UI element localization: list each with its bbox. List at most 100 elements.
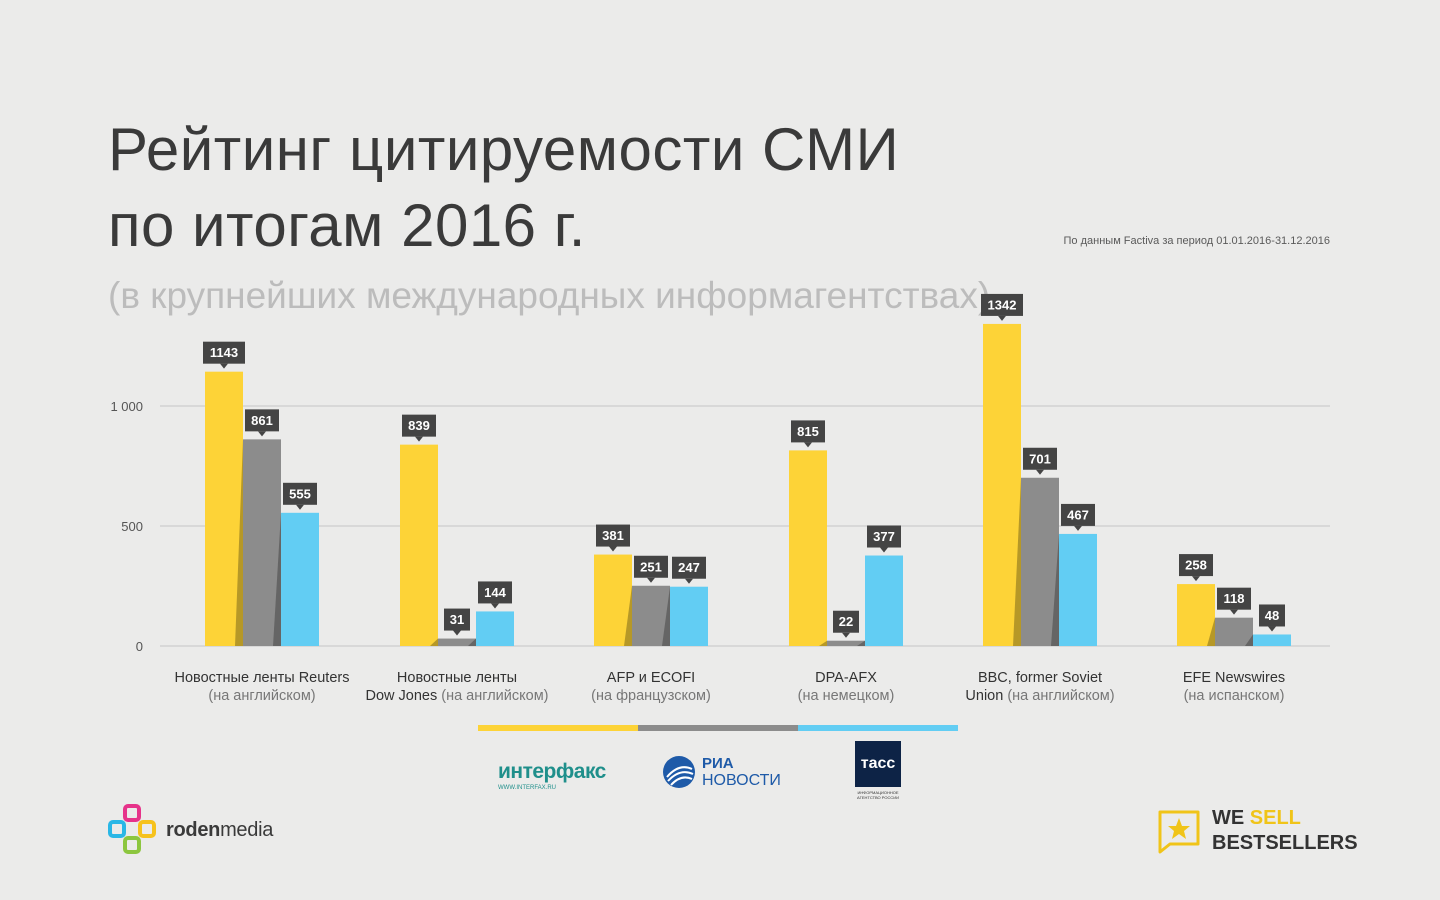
bar-shadow xyxy=(1245,634,1253,646)
interfax-logo: интерфакс WWW.INTERFAX.RU xyxy=(498,760,606,791)
category-sublabel: (на немецком) xyxy=(798,688,895,704)
data-label-box xyxy=(1217,587,1251,610)
data-label-box xyxy=(1259,604,1285,627)
star-badge-icon xyxy=(1158,810,1200,854)
data-label-pointer xyxy=(998,315,1006,321)
data-label-box xyxy=(833,610,859,633)
bar-shadow xyxy=(819,640,827,646)
data-label: 22 xyxy=(839,614,853,629)
data-label-pointer xyxy=(804,442,812,448)
bar-shadow xyxy=(857,640,865,646)
data-source-note: По данным Factiva за период 01.01.2016-3… xyxy=(1063,235,1330,247)
interfax-url: WWW.INTERFAX.RU xyxy=(498,785,556,791)
page-subtitle: (в крупнейших международных информагентс… xyxy=(108,275,991,316)
data-label-box xyxy=(1179,554,1213,577)
bar-chart: 0 500 1 000 1143 861 555 Новостные ленты Reute… xyxy=(110,293,1330,704)
category-sublabel: Dow Jones (на английском) xyxy=(365,688,548,704)
bar xyxy=(789,450,827,646)
category-label: DPA-AFX xyxy=(815,670,877,686)
data-label: 251 xyxy=(640,559,662,574)
data-label: 555 xyxy=(289,486,311,501)
data-label-box xyxy=(867,525,901,548)
data-label-pointer xyxy=(1036,469,1044,475)
category-label: Новостные ленты Reuters xyxy=(175,670,350,686)
y-tick-label: 1 000 xyxy=(110,399,143,414)
bar xyxy=(476,611,514,646)
data-label-box xyxy=(245,409,279,432)
y-tick-label: 500 xyxy=(121,519,143,534)
data-label-pointer xyxy=(453,630,461,636)
category-sublabel: (на испанском) xyxy=(1184,688,1285,704)
rodenmedia-squares-icon xyxy=(108,804,156,854)
data-label: 31 xyxy=(450,612,464,627)
data-label-box xyxy=(1061,503,1095,526)
category-sublabel: (на французском) xyxy=(591,688,711,704)
data-label-pointer xyxy=(1192,576,1200,582)
data-label: 701 xyxy=(1029,451,1051,466)
bar xyxy=(632,585,670,646)
data-label-box xyxy=(596,524,630,547)
category-label: Новостные ленты xyxy=(397,670,517,686)
bar xyxy=(1059,533,1097,646)
we-sell-bestsellers-logo: WE SELL BESTSELLERS xyxy=(1156,806,1358,856)
tass-caption: ИНФОРМАЦИОННОЕ АГЕНТСТВО РОССИИ xyxy=(856,790,899,800)
bar-shadow xyxy=(1207,617,1215,646)
y-tick-label: 0 xyxy=(136,639,143,654)
legend-color-strip xyxy=(478,725,958,731)
rodenmedia-wordmark: rodenmedia xyxy=(166,818,274,841)
interfax-wordmark: интерфакс xyxy=(498,760,606,783)
bar xyxy=(670,586,708,646)
category-label: EFE Newswires xyxy=(1183,670,1285,686)
tass-logo: тасс ИНФОРМАЦИОННОЕ АГЕНТСТВО РОССИИ xyxy=(855,741,901,800)
bar-shadow xyxy=(1051,533,1059,646)
bar xyxy=(594,554,632,646)
data-label-pointer xyxy=(220,363,228,369)
bar xyxy=(865,555,903,646)
tass-wordmark: тасс xyxy=(855,741,901,787)
data-label-box xyxy=(672,556,706,579)
bar xyxy=(205,371,243,646)
bar-shadow xyxy=(273,512,281,646)
data-label: 467 xyxy=(1067,507,1089,522)
bar xyxy=(1215,617,1253,646)
data-label-pointer xyxy=(1074,525,1082,531)
brand-line-1: WE SELL xyxy=(1212,807,1301,829)
data-label-pointer xyxy=(685,578,693,584)
data-label: 815 xyxy=(797,424,819,439)
bar-shadow xyxy=(235,439,243,646)
data-label-pointer xyxy=(491,603,499,609)
data-label: 144 xyxy=(484,585,506,600)
title-line-1: Рейтинг цитируемости СМИ xyxy=(108,116,900,183)
page-title: Рейтинг цитируемости СМИ по итогам 2016 … xyxy=(108,112,899,264)
category-sublabel: Union (на английском) xyxy=(965,688,1114,704)
data-label: 839 xyxy=(408,418,430,433)
data-label-pointer xyxy=(1268,626,1276,632)
data-label-box xyxy=(634,555,668,578)
bar xyxy=(400,444,438,646)
bar-shadow xyxy=(1013,477,1021,646)
data-label-pointer xyxy=(842,632,850,638)
data-label-box xyxy=(283,482,317,505)
bar-shadow xyxy=(430,638,438,646)
bar xyxy=(243,439,281,646)
data-label-pointer xyxy=(296,504,304,510)
data-label-pointer xyxy=(415,436,423,442)
data-label: 381 xyxy=(602,528,624,543)
brand-line-2: BESTSELLERS xyxy=(1212,832,1358,854)
data-label-box xyxy=(478,581,512,604)
bar xyxy=(983,323,1021,646)
bar xyxy=(827,640,865,646)
data-label: 247 xyxy=(678,560,700,575)
data-label-box xyxy=(1023,447,1057,470)
ria-novosti-logo: РИА НОВОСТИ xyxy=(662,755,781,789)
data-label-box xyxy=(791,420,825,443)
bar xyxy=(438,638,476,646)
bar xyxy=(1253,634,1291,646)
data-label: 377 xyxy=(873,529,895,544)
rodenmedia-logo: rodenmedia xyxy=(108,804,273,856)
data-label-pointer xyxy=(1230,609,1238,615)
category-label: BBC, former Soviet xyxy=(978,670,1102,686)
data-label: 1342 xyxy=(988,297,1017,312)
data-label-pointer xyxy=(880,547,888,553)
